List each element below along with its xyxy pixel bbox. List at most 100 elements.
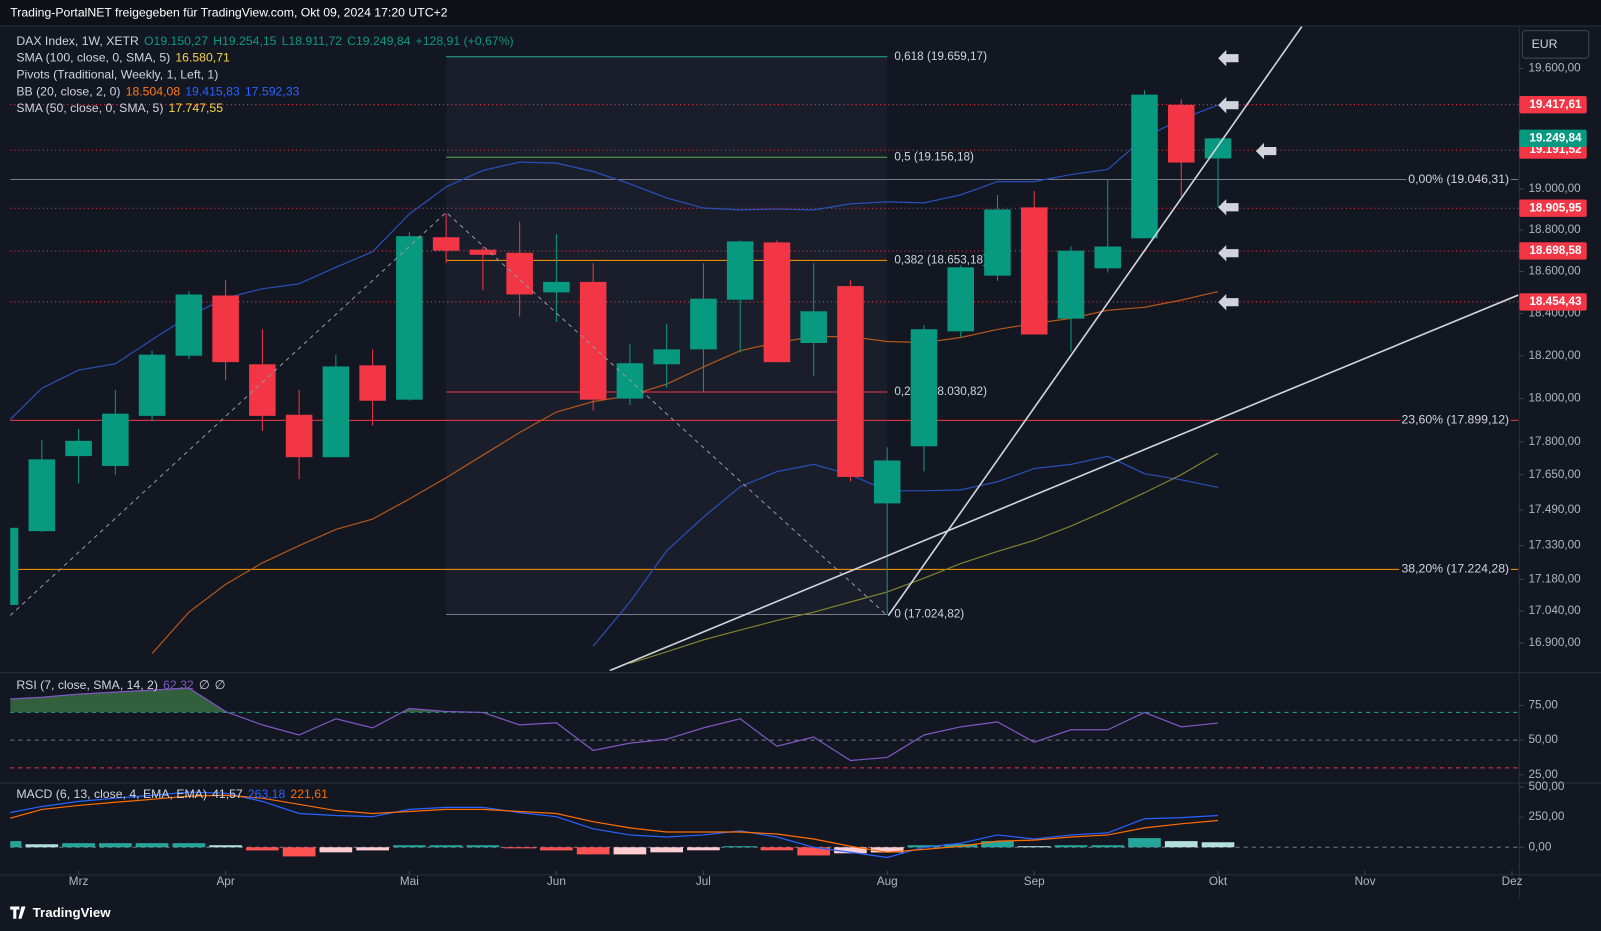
y-tick-label: 0,00 [1529, 840, 1552, 853]
candle-body [469, 249, 497, 255]
histogram-bar [135, 843, 169, 848]
trend-line [887, 26, 1303, 617]
price-tag-label: 18.454,43 [1529, 295, 1582, 308]
price-tag-label: 18.905,95 [1529, 201, 1582, 214]
level-label: 38,20% (17.224,28) [1401, 562, 1509, 576]
logo-icon [10, 906, 26, 919]
arrow [1218, 96, 1239, 114]
indicator-line [629, 452, 1219, 664]
y-tick-label: 17.490,00 [1529, 503, 1582, 516]
histogram-bar [356, 847, 389, 851]
axes: 19.600,00 19.000,00 18.800,00 18.600,00 18.4… [69, 62, 1587, 888]
legend-line: BB (20, close, 2, 0) 18.504,08 19.415,83 17… [16, 85, 299, 99]
histogram-bar [319, 847, 353, 853]
candle-body [138, 354, 166, 416]
arrow [1255, 142, 1277, 160]
candle-body [1167, 104, 1195, 163]
legend-item: 62,32 [163, 678, 194, 692]
histogram-bar [907, 845, 941, 848]
fib-label: 0 (17.024,82) [894, 608, 964, 621]
candle-body [10, 527, 19, 605]
legend-line: MACD (6, 13, close, 4, EMA, EMA) 41,57 263… [16, 787, 328, 801]
candle-body [800, 311, 827, 343]
candle-body [726, 241, 754, 300]
y-tick-label: 50,00 [1529, 733, 1559, 746]
price-tag [1519, 199, 1587, 217]
legend-item: MACD (6, 13, close, 4, EMA, EMA) [16, 787, 207, 801]
x-tick-label: Dez [1502, 875, 1523, 888]
candle-body [1131, 94, 1158, 239]
candle-body [322, 366, 350, 458]
price-tag [1519, 242, 1587, 260]
x-tick-label: Mai [400, 875, 419, 888]
legend-item: 17.592,33 [245, 85, 300, 99]
candle-body [837, 286, 864, 477]
y-tick-label: 19.000,00 [1529, 182, 1582, 195]
histogram-bar [870, 847, 904, 853]
price-tag-label: 18.698,58 [1529, 244, 1582, 257]
legend-item: DAX Index, 1W, XETR [16, 34, 139, 48]
candle-body [1057, 250, 1085, 319]
price-tag-label: 19.249,84 [1529, 131, 1582, 144]
fib-label: 0,5 (19.156,18) [894, 150, 974, 163]
legend-item: 18.504,08 [126, 85, 181, 99]
legend-item: 17.747,55 [169, 101, 224, 115]
y-tick-label: 18.000,00 [1529, 392, 1582, 405]
legend-line: SMA (50, close, 0, SMA, 5) 17.747,55 [16, 101, 223, 115]
y-tick-label: 75,00 [1529, 699, 1559, 712]
x-tick-label: Okt [1209, 875, 1228, 888]
indicator-line [10, 791, 1219, 859]
legend-item: 41,57 [212, 787, 243, 801]
histogram-bar [1201, 842, 1235, 848]
x-tick-label: Sep [1024, 875, 1045, 888]
legend-item: ∅ [199, 678, 210, 692]
candle-body [910, 329, 938, 447]
histogram-bar [1054, 845, 1088, 848]
currency-box[interactable] [1521, 30, 1590, 59]
arrow [1218, 294, 1239, 311]
legend-item: SMA (50, close, 0, SMA, 5) [16, 101, 163, 115]
histogram-bar [503, 847, 536, 849]
candle-body [28, 459, 56, 532]
legend-item: L18.911,72 [282, 34, 343, 48]
legend-item: H19.254,15 [213, 34, 277, 48]
histogram-bar [10, 841, 22, 848]
candle-body [285, 414, 313, 458]
macd-pane [10, 791, 1519, 859]
legend-line: RSI (7, close, SMA, 14, 2) 62,32 ∅ ∅ [16, 678, 225, 692]
currency: EUR [1532, 37, 1558, 51]
histogram-bar [797, 847, 831, 856]
x-tick-label: Jul [696, 875, 711, 888]
y-tick-label: 17.040,00 [1529, 604, 1582, 617]
fib-label: 0,382 (18.653,18) [894, 253, 987, 266]
histogram-bar [834, 847, 867, 854]
candle-body [984, 209, 1011, 276]
rsi-pane [10, 687, 1519, 769]
candle-body [1020, 207, 1048, 335]
y-tick-label: 18.800,00 [1529, 223, 1582, 236]
histogram-bar [246, 847, 279, 851]
price-tag [1519, 293, 1587, 311]
price-tag-label: 19.417,61 [1529, 98, 1582, 111]
histogram-bar [1164, 841, 1198, 848]
x-tick-label: Nov [1355, 875, 1376, 888]
legend-line: DAX Index, 1W, XETR O19.150,27 H19.254,15 L… [16, 34, 513, 48]
histogram-bar [613, 847, 647, 855]
logo-text: TradingView [33, 905, 112, 920]
histogram-bar [723, 846, 757, 848]
legend-item: Pivots (Traditional, Weekly, 1, Left, 1) [16, 68, 218, 82]
candle-body [653, 349, 680, 365]
histogram-bar [172, 843, 206, 848]
candle-body [1204, 138, 1232, 159]
y-tick-label: 500,00 [1529, 780, 1565, 793]
candle-body [102, 413, 129, 466]
candle-body [1094, 246, 1122, 269]
y-tick-label: 17.650,00 [1529, 468, 1582, 481]
arrow [1218, 245, 1239, 262]
x-tick-label: Apr [216, 875, 234, 888]
indicator-line [10, 794, 1219, 853]
y-tick-label: 17.330,00 [1529, 539, 1582, 552]
histogram-bar [1091, 845, 1125, 848]
